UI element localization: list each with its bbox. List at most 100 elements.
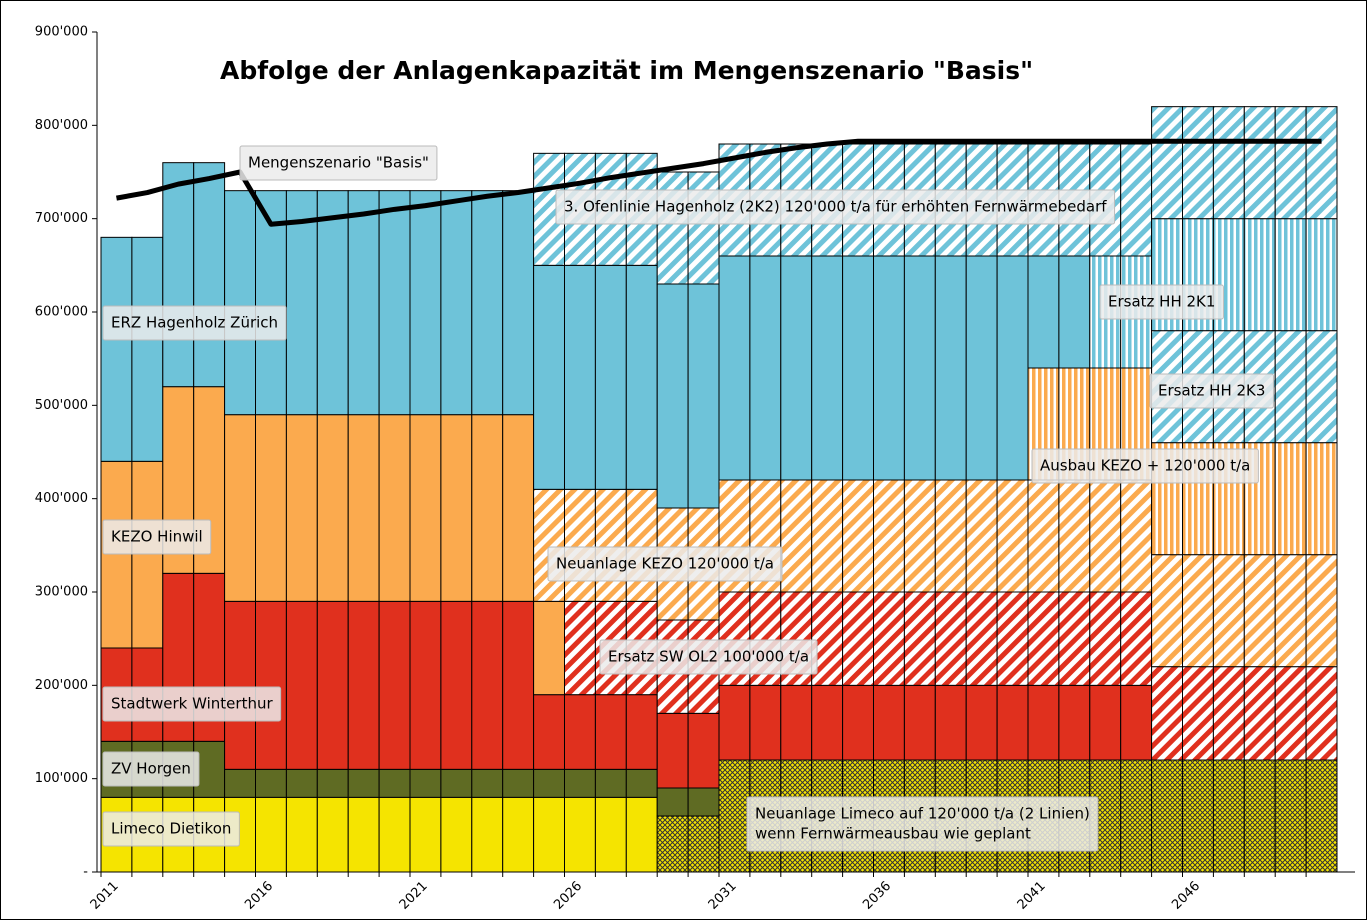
bar-segment	[594, 264, 627, 490]
bar-segment	[1058, 255, 1091, 369]
bar-segment	[594, 488, 627, 602]
bar-segment	[347, 190, 380, 416]
bar-segment	[903, 255, 936, 481]
bar-segment	[996, 479, 1029, 593]
bar-segment	[903, 591, 936, 686]
bar-segment	[1305, 442, 1338, 556]
bar-segment	[1120, 591, 1153, 686]
y-tick-label: 900'000	[35, 25, 88, 40]
y-tick-label: 100'000	[35, 771, 88, 786]
bar-segment	[1305, 218, 1338, 332]
series-label-text: KEZO Hinwil	[111, 528, 203, 546]
bar-segment	[1274, 218, 1307, 332]
bar-segment	[471, 414, 504, 602]
series-label-text: ZV Horgen	[111, 760, 191, 778]
bar-segment	[625, 796, 658, 873]
series-label: ERZ Hagenholz Zürich	[102, 305, 287, 341]
bar-segment	[687, 171, 720, 285]
bar-segment	[564, 768, 596, 798]
bar-segment	[842, 591, 874, 686]
bar-segment	[285, 768, 318, 798]
bar-segment	[965, 591, 998, 686]
series-label: KEZO Hinwil	[102, 519, 212, 555]
bar-segment	[625, 768, 658, 798]
y-tick-label: 800'000	[35, 118, 88, 133]
bar-segment	[285, 414, 318, 602]
bar-segment	[965, 479, 998, 593]
bar-segment	[873, 255, 905, 481]
bar-segment	[996, 255, 1029, 481]
series-label-text: Ersatz SW OL2 100'000 t/a	[608, 648, 809, 666]
bar-segment	[996, 591, 1029, 686]
bar-segment	[316, 768, 349, 798]
bar-segment	[1058, 591, 1091, 686]
bar-segment	[378, 414, 411, 602]
bar-segment	[255, 414, 287, 602]
series-label: Ersatz HH 2K3	[1149, 373, 1274, 409]
bar-segment	[811, 684, 844, 761]
bar-segment	[409, 190, 442, 416]
bar-segment	[1027, 684, 1060, 761]
bar-segment	[780, 684, 813, 761]
bar-segment	[502, 414, 535, 602]
bar-segment	[471, 796, 504, 873]
bar-segment	[656, 171, 689, 285]
bar-segment	[1305, 106, 1338, 220]
bar-segment	[564, 264, 596, 490]
bar-segment	[903, 479, 936, 593]
bar-segment	[718, 255, 751, 481]
bar-segment	[533, 600, 565, 696]
bar-segment	[718, 684, 751, 761]
bar-segment	[378, 600, 411, 770]
bar-segment	[564, 600, 596, 696]
bar-segment	[131, 460, 164, 649]
bar-segment	[1120, 479, 1153, 593]
series-label: Ersatz HH 2K1	[1099, 284, 1224, 320]
y-tick-label: -	[83, 865, 88, 880]
bar-segment	[564, 488, 596, 602]
series-label-text: Ausbau KEZO + 120'000 t/a	[1040, 457, 1250, 475]
bar-segment	[1151, 666, 1183, 761]
bar-segment	[749, 684, 782, 761]
bar-segment	[656, 283, 689, 509]
series-label-text: Neuanlage Limeco auf 120'000 t/a (2 Lini…	[755, 805, 1090, 823]
bar-segment	[564, 796, 596, 873]
bar-segment	[1120, 759, 1153, 873]
bar-segment	[1212, 554, 1245, 668]
bar-segment	[1089, 684, 1122, 761]
bar-segment	[687, 815, 720, 873]
bar-segment	[316, 414, 349, 602]
bar-segment	[1182, 106, 1214, 220]
series-label-text: Stadtwerk Winterthur	[111, 695, 273, 713]
bar-segment	[533, 264, 565, 490]
series-label-text: 3. Ofenlinie Hagenholz (2K2) 120'000 t/a…	[564, 198, 1107, 216]
bar-segment	[780, 255, 813, 481]
bar-segment	[224, 190, 257, 416]
bar-segment	[1274, 554, 1307, 668]
bar-segment	[656, 787, 689, 817]
series-label: Neuanlage KEZO 120'000 t/a	[547, 546, 783, 582]
bar-segment	[780, 479, 813, 593]
bar-segment	[1120, 143, 1153, 257]
line-label: Mengenszenario "Basis"	[239, 145, 438, 181]
bar-segment	[316, 190, 349, 416]
bar-segment	[502, 768, 535, 798]
bar-segment	[842, 255, 874, 481]
bar-segment	[224, 414, 257, 602]
bar-segment	[965, 684, 998, 761]
bar-segment	[687, 712, 720, 789]
line-label-text: Mengenszenario "Basis"	[248, 154, 429, 172]
bar-segment	[749, 255, 782, 481]
bar-segment	[347, 796, 380, 873]
bar-segment	[1305, 759, 1338, 873]
bar-segment	[1243, 218, 1276, 332]
y-tick-label: 500'000	[35, 398, 88, 413]
series-label-text: Limeco Dietikon	[111, 820, 231, 838]
bar-segment	[1243, 106, 1276, 220]
bar-segment	[378, 768, 411, 798]
bar-segment	[903, 684, 936, 761]
bar-segment	[718, 759, 751, 873]
bar-segment	[1274, 666, 1307, 761]
bar-segment	[934, 684, 967, 761]
bar-segment	[347, 414, 380, 602]
